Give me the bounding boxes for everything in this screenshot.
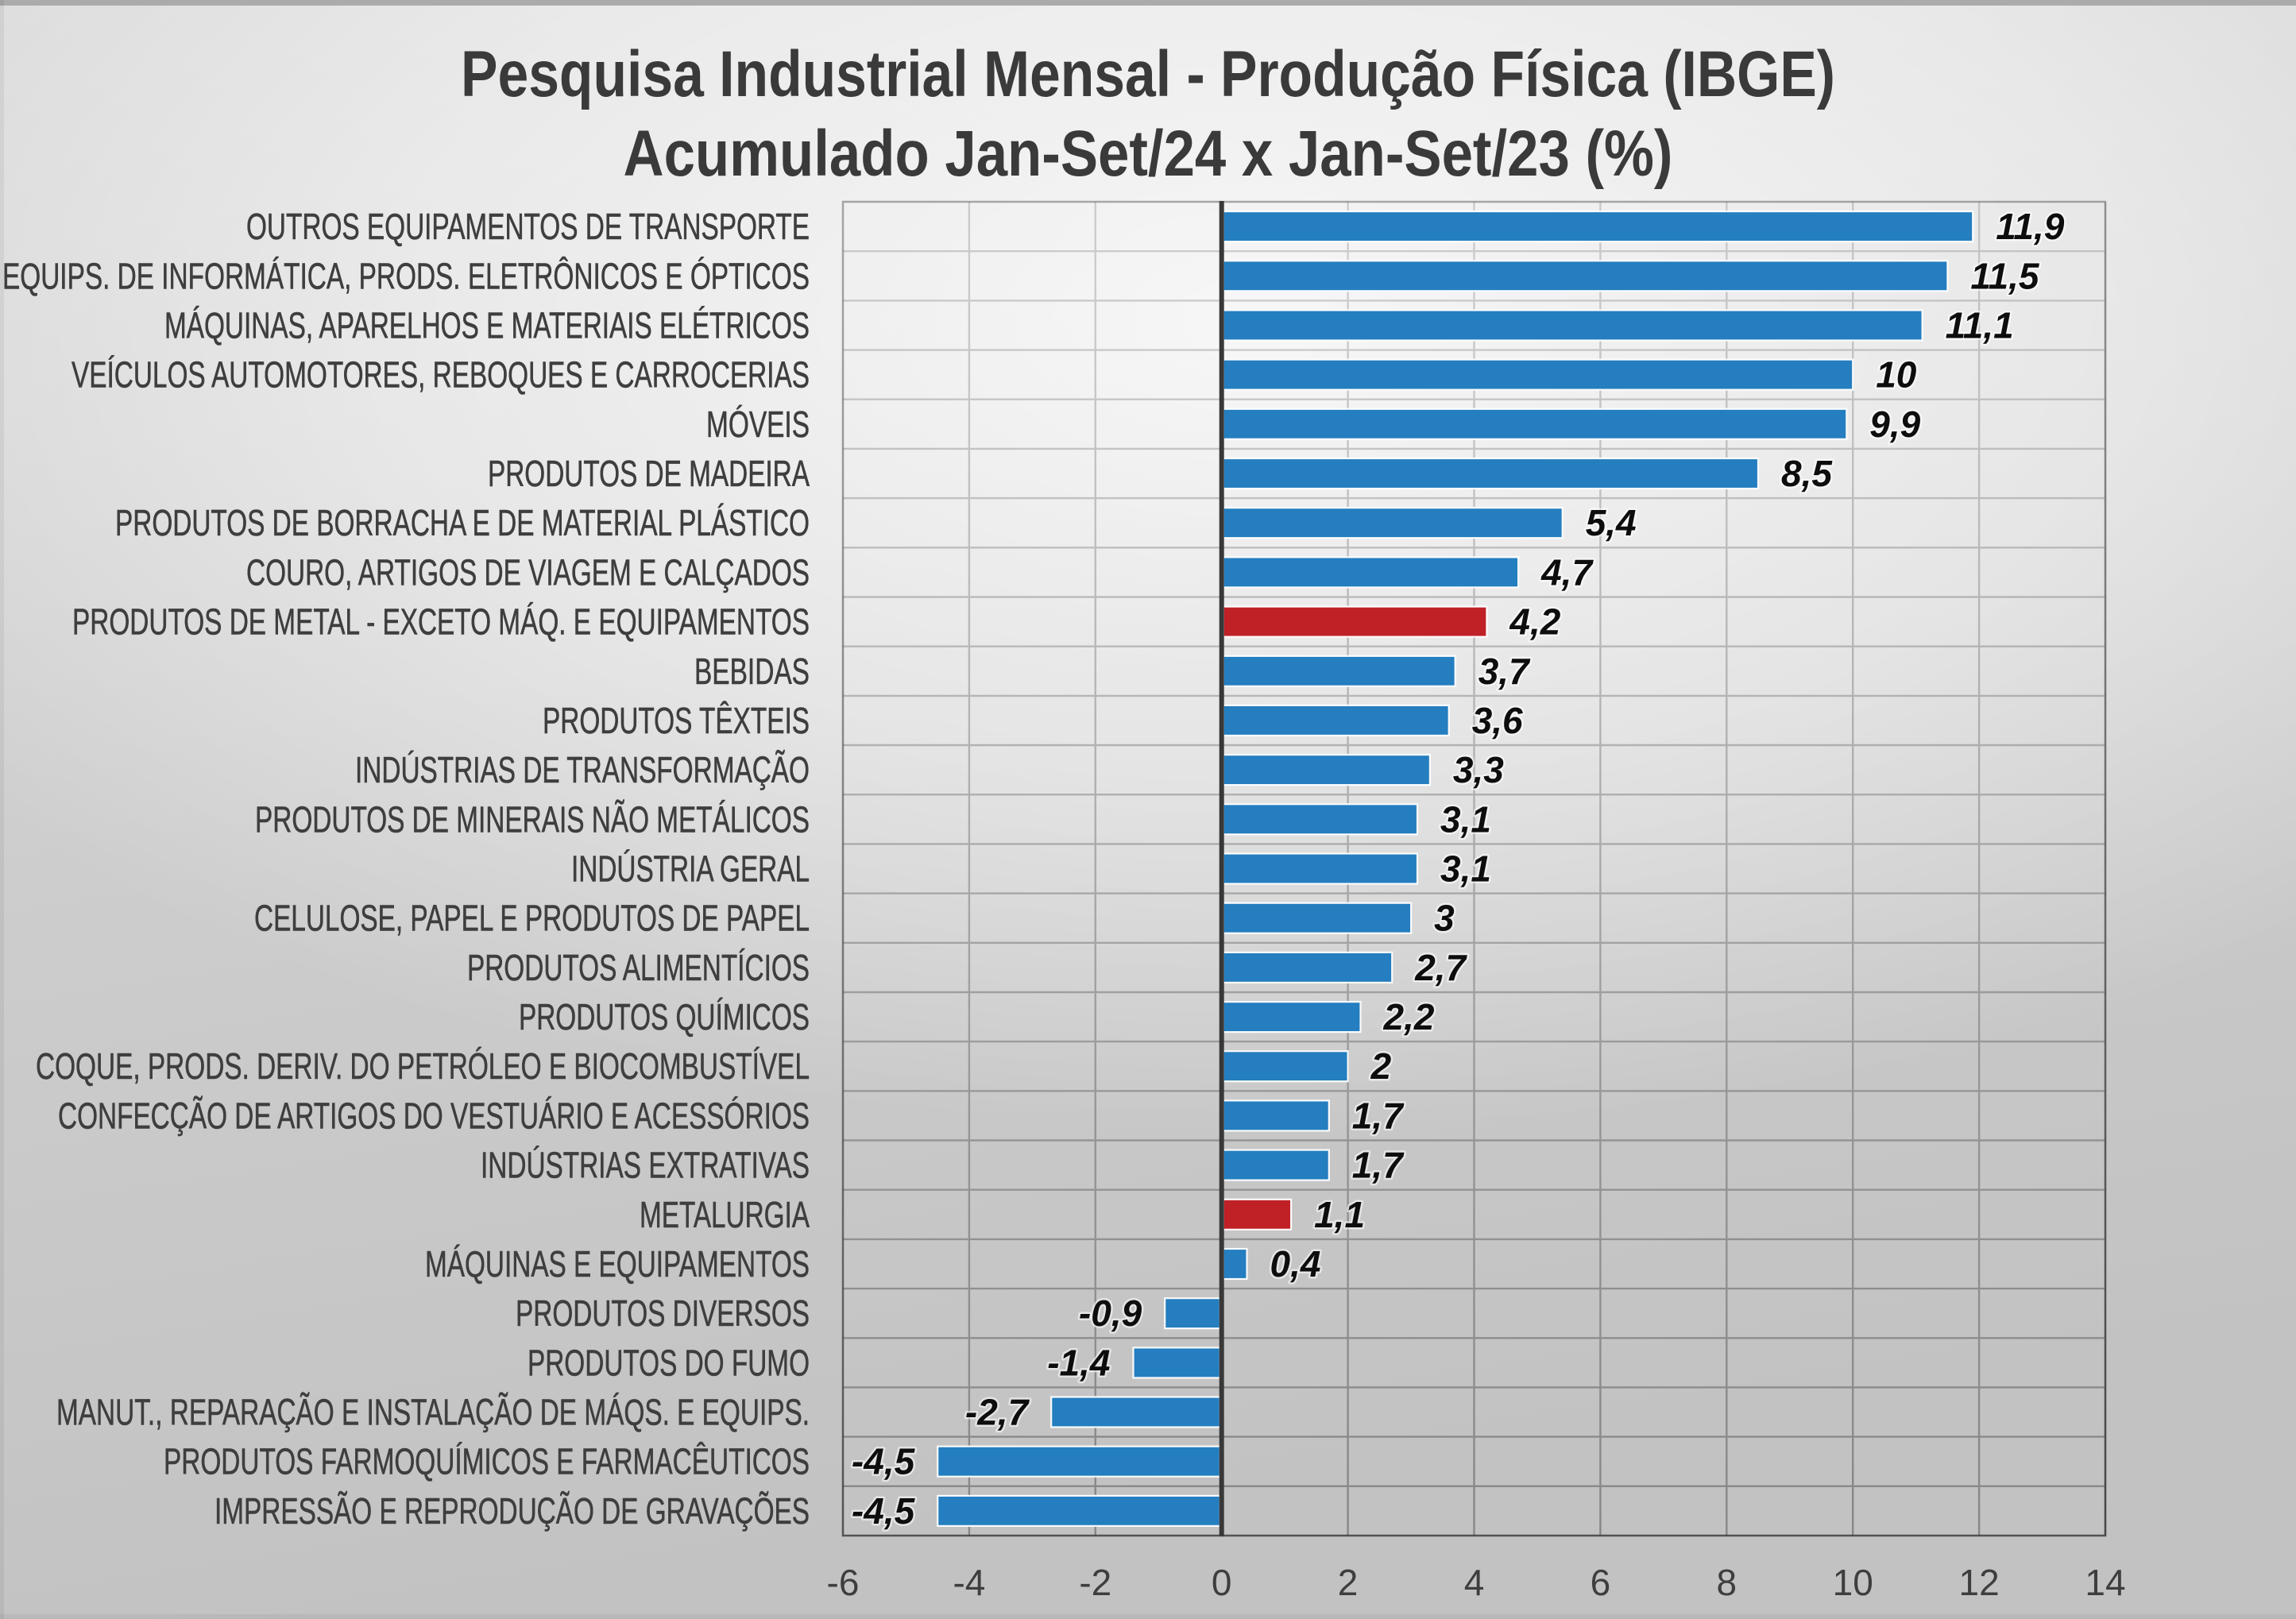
svg-text:MÁQUINAS E EQUIPAMENTOS: MÁQUINAS E EQUIPAMENTOS bbox=[425, 1243, 810, 1285]
svg-text:PRODUTOS QUÍMICOS: PRODUTOS QUÍMICOS bbox=[519, 996, 810, 1037]
svg-text:0: 0 bbox=[1212, 1562, 1232, 1603]
svg-text:METALURGIA: METALURGIA bbox=[640, 1194, 810, 1235]
svg-text:PRODUTOS DE MADEIRA: PRODUTOS DE MADEIRA bbox=[488, 453, 810, 494]
svg-text:PRODUTOS DIVERSOS: PRODUTOS DIVERSOS bbox=[516, 1292, 810, 1334]
svg-text:2,2: 2,2 bbox=[1383, 996, 1435, 1037]
svg-text:2,7: 2,7 bbox=[1414, 947, 1467, 988]
svg-text:PRODUTOS TÊXTEIS: PRODUTOS TÊXTEIS bbox=[543, 700, 810, 741]
svg-text:1,7: 1,7 bbox=[1352, 1095, 1405, 1136]
svg-text:COQUE, PRODS. DERIV. DO PETRÓL: COQUE, PRODS. DERIV. DO PETRÓLEO E BIOCO… bbox=[36, 1045, 810, 1087]
svg-text:PRODUTOS FARMOQUÍMICOS E FARMA: PRODUTOS FARMOQUÍMICOS E FARMACÊUTICOS bbox=[164, 1441, 810, 1482]
svg-text:Acumulado Jan-Set/24 x Jan-Set: Acumulado Jan-Set/24 x Jan-Set/23 (%) bbox=[624, 118, 1673, 190]
svg-text:PRODUTOS ALIMENTÍCIOS: PRODUTOS ALIMENTÍCIOS bbox=[467, 947, 810, 988]
svg-text:CELULOSE, PAPEL E PRODUTOS DE: CELULOSE, PAPEL E PRODUTOS DE PAPEL bbox=[254, 898, 810, 939]
svg-text:BEBIDAS: BEBIDAS bbox=[694, 651, 810, 692]
svg-text:PRODUTOS DE METAL - EXCETO MÁQ: PRODUTOS DE METAL - EXCETO MÁQ. E EQUIPA… bbox=[72, 601, 810, 643]
svg-text:OUTROS EQUIPAMENTOS DE TRANSPO: OUTROS EQUIPAMENTOS DE TRANSPORTE bbox=[246, 206, 810, 247]
svg-text:-6: -6 bbox=[827, 1562, 860, 1603]
svg-text:10: 10 bbox=[1876, 354, 1917, 396]
svg-text:MANUT., REPARAÇÃO E INSTALAÇÃO: MANUT., REPARAÇÃO E INSTALAÇÃO DE MÁQS. … bbox=[56, 1392, 810, 1433]
svg-text:1,7: 1,7 bbox=[1352, 1145, 1405, 1186]
svg-text:11,9: 11,9 bbox=[1996, 206, 2065, 247]
svg-text:4,7: 4,7 bbox=[1540, 551, 1594, 593]
svg-text:COURO, ARTIGOS DE VIAGEM E CAL: COURO, ARTIGOS DE VIAGEM E CALÇADOS bbox=[246, 551, 810, 593]
svg-text:11,5: 11,5 bbox=[1970, 255, 2040, 296]
svg-text:2: 2 bbox=[1370, 1045, 1392, 1087]
svg-text:-4: -4 bbox=[953, 1562, 985, 1603]
svg-text:-4,5: -4,5 bbox=[852, 1490, 916, 1532]
svg-text:INDÚSTRIA GERAL: INDÚSTRIA GERAL bbox=[571, 848, 810, 890]
svg-text:6: 6 bbox=[1591, 1562, 1611, 1603]
svg-text:PRODUTOS DO FUMO: PRODUTOS DO FUMO bbox=[528, 1342, 810, 1383]
svg-text:INDÚSTRIAS EXTRATIVAS: INDÚSTRIAS EXTRATIVAS bbox=[481, 1145, 810, 1186]
svg-text:INDÚSTRIAS DE TRANSFORMAÇÃO: INDÚSTRIAS DE TRANSFORMAÇÃO bbox=[355, 749, 810, 790]
svg-text:-0,9: -0,9 bbox=[1079, 1292, 1142, 1334]
svg-text:10: 10 bbox=[1833, 1562, 1873, 1603]
svg-text:3,6: 3,6 bbox=[1472, 700, 1523, 741]
svg-text:3,1: 3,1 bbox=[1440, 798, 1491, 840]
svg-text:3,3: 3,3 bbox=[1453, 749, 1504, 790]
svg-text:Pesquisa Industrial Mensal - P: Pesquisa Industrial Mensal - Produção Fí… bbox=[461, 38, 1835, 110]
svg-text:MÁQUINAS, APARELHOS E MATERIAI: MÁQUINAS, APARELHOS E MATERIAIS ELÉTRICO… bbox=[164, 305, 810, 346]
svg-text:2: 2 bbox=[1338, 1562, 1359, 1603]
svg-text:CONFECÇÃO DE ARTIGOS DO VESTUÁ: CONFECÇÃO DE ARTIGOS DO VESTUÁRIO E ACES… bbox=[58, 1095, 810, 1136]
svg-text:8,5: 8,5 bbox=[1781, 453, 1833, 494]
svg-text:12: 12 bbox=[1959, 1562, 2000, 1603]
svg-text:3,7: 3,7 bbox=[1478, 651, 1531, 692]
svg-text:4,2: 4,2 bbox=[1509, 601, 1560, 643]
svg-text:11,1: 11,1 bbox=[1946, 305, 2014, 346]
svg-text:-1,4: -1,4 bbox=[1047, 1342, 1110, 1383]
svg-text:9,9: 9,9 bbox=[1869, 404, 1920, 445]
svg-text:4: 4 bbox=[1464, 1562, 1485, 1603]
svg-text:1,1: 1,1 bbox=[1314, 1194, 1365, 1235]
svg-text:IMPRESSÃO E REPRODUÇÃO DE GRAV: IMPRESSÃO E REPRODUÇÃO DE GRAVAÇÕES bbox=[215, 1490, 810, 1532]
svg-text:8: 8 bbox=[1717, 1562, 1737, 1603]
svg-text:MÓVEIS: MÓVEIS bbox=[706, 404, 810, 445]
svg-text:PRODUTOS DE MINERAIS NÃO METÁL: PRODUTOS DE MINERAIS NÃO METÁLICOS bbox=[255, 798, 810, 840]
svg-text:3: 3 bbox=[1434, 898, 1455, 939]
svg-text:14: 14 bbox=[2085, 1562, 2125, 1603]
svg-text:-2,7: -2,7 bbox=[965, 1392, 1030, 1433]
svg-text:5,4: 5,4 bbox=[1586, 502, 1637, 543]
svg-text:PRODUTOS DE BORRACHA E DE MATE: PRODUTOS DE BORRACHA E DE MATERIAL PLÁST… bbox=[115, 502, 810, 543]
svg-text:3,1: 3,1 bbox=[1440, 848, 1491, 890]
svg-text:EQUIPS. DE INFORMÁTICA, PRODS.: EQUIPS. DE INFORMÁTICA, PRODS. ELETRÔNIC… bbox=[2, 255, 810, 296]
svg-text:-2: -2 bbox=[1079, 1562, 1111, 1603]
svg-text:0,4: 0,4 bbox=[1270, 1243, 1321, 1285]
svg-text:-4,5: -4,5 bbox=[852, 1441, 916, 1482]
svg-text:VEÍCULOS AUTOMOTORES, REBOQUES: VEÍCULOS AUTOMOTORES, REBOQUES E CARROCE… bbox=[72, 354, 810, 396]
